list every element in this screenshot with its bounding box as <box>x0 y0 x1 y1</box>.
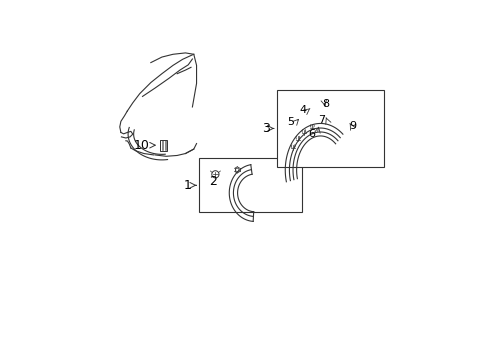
Text: 10: 10 <box>134 139 150 152</box>
Text: 3: 3 <box>261 122 269 135</box>
Bar <box>199 158 301 212</box>
Text: 9: 9 <box>348 121 355 131</box>
Text: 2: 2 <box>208 175 216 188</box>
Text: 8: 8 <box>322 99 329 109</box>
Text: 4: 4 <box>299 105 305 115</box>
Text: 7: 7 <box>318 115 325 125</box>
Text: 1: 1 <box>183 179 191 192</box>
Bar <box>160 140 166 151</box>
Text: 5: 5 <box>287 117 294 127</box>
Bar <box>276 90 383 167</box>
Text: 6: 6 <box>308 129 315 139</box>
